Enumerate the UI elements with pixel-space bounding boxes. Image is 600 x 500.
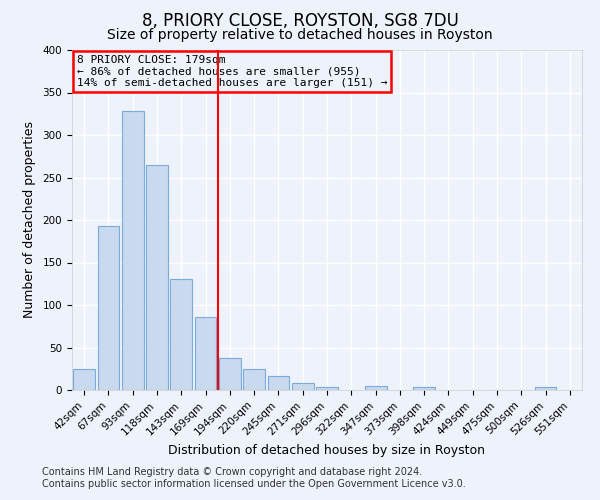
Text: 8, PRIORY CLOSE, ROYSTON, SG8 7DU: 8, PRIORY CLOSE, ROYSTON, SG8 7DU	[142, 12, 458, 30]
Bar	[97, 226, 119, 390]
Bar	[268, 376, 289, 390]
Text: 8 PRIORY CLOSE: 179sqm
← 86% of detached houses are smaller (955)
14% of semi-de: 8 PRIORY CLOSE: 179sqm ← 86% of detached…	[77, 55, 388, 88]
Bar	[413, 388, 435, 390]
Bar	[292, 383, 314, 390]
Y-axis label: Number of detached properties: Number of detached properties	[23, 122, 35, 318]
Bar	[73, 369, 95, 390]
Bar	[365, 386, 386, 390]
Text: Contains HM Land Registry data © Crown copyright and database right 2024.
Contai: Contains HM Land Registry data © Crown c…	[42, 468, 466, 489]
Bar	[219, 358, 241, 390]
Bar	[243, 369, 265, 390]
Bar	[170, 278, 192, 390]
Bar	[535, 388, 556, 390]
X-axis label: Distribution of detached houses by size in Royston: Distribution of detached houses by size …	[169, 444, 485, 456]
Bar	[316, 386, 338, 390]
Bar	[146, 165, 168, 390]
Bar	[122, 111, 143, 390]
Bar	[194, 317, 217, 390]
Text: Size of property relative to detached houses in Royston: Size of property relative to detached ho…	[107, 28, 493, 42]
